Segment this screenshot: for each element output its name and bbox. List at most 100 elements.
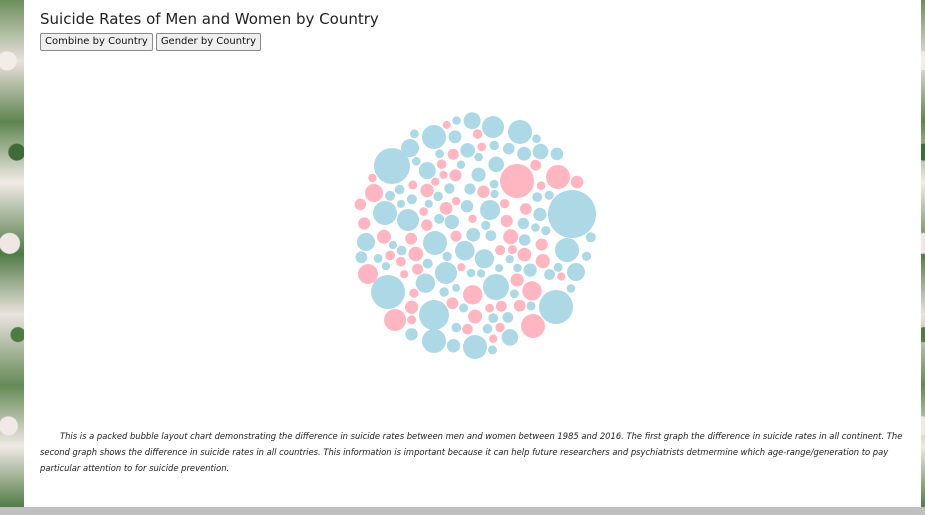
bubble-women[interactable]: [485, 303, 494, 313]
bubble-men[interactable]: [422, 258, 433, 269]
bubble-men[interactable]: [485, 230, 497, 242]
bubble-women[interactable]: [420, 183, 434, 198]
bubble-women[interactable]: [408, 246, 424, 262]
bubble-women[interactable]: [396, 256, 406, 267]
bubble-men[interactable]: [566, 284, 576, 293]
bubble-women[interactable]: [462, 323, 473, 335]
bubble-men[interactable]: [523, 263, 537, 277]
bubble-men[interactable]: [532, 192, 543, 203]
bubble-women[interactable]: [409, 288, 419, 298]
bubble-men[interactable]: [419, 300, 449, 330]
bubble-men[interactable]: [532, 134, 541, 143]
bubble-men[interactable]: [401, 139, 419, 157]
bubble-men[interactable]: [513, 263, 522, 273]
bubble-women[interactable]: [495, 322, 505, 333]
bubble-men[interactable]: [410, 129, 419, 139]
bubble-men[interactable]: [483, 274, 509, 300]
bubble-women[interactable]: [489, 334, 498, 343]
bubble-men[interactable]: [466, 227, 481, 242]
bubble-men[interactable]: [456, 160, 466, 169]
bubble-women[interactable]: [439, 170, 448, 179]
bubble-women[interactable]: [570, 175, 584, 189]
bubble-men[interactable]: [539, 290, 573, 324]
bubble-men[interactable]: [477, 269, 486, 278]
bubble-men[interactable]: [541, 226, 551, 236]
bubble-men[interactable]: [495, 264, 504, 273]
bubble-women[interactable]: [503, 229, 519, 245]
bubble-men[interactable]: [532, 143, 549, 160]
combine-by-country-button[interactable]: Combine by Country: [40, 33, 153, 51]
bubble-men[interactable]: [385, 190, 396, 201]
bubble-women[interactable]: [421, 219, 433, 231]
bubble-men[interactable]: [544, 190, 554, 200]
bubble-women[interactable]: [412, 263, 424, 275]
bubble-women[interactable]: [384, 309, 406, 331]
bubble-men[interactable]: [405, 328, 418, 341]
bubble-men[interactable]: [544, 269, 555, 280]
bubble-women[interactable]: [451, 196, 461, 206]
bubble-men[interactable]: [415, 273, 436, 293]
bubble-women[interactable]: [522, 281, 542, 301]
bubble-men[interactable]: [517, 146, 531, 161]
bubble-men[interactable]: [503, 142, 515, 155]
bubble-women[interactable]: [447, 148, 459, 160]
bubble-men[interactable]: [435, 262, 457, 284]
bubble-women[interactable]: [431, 177, 440, 186]
bubble-women[interactable]: [468, 309, 483, 324]
bubble-men[interactable]: [373, 254, 383, 263]
bubble-men[interactable]: [444, 214, 459, 230]
bubble-men[interactable]: [526, 301, 536, 311]
bubble-men[interactable]: [489, 179, 499, 189]
bubble-men[interactable]: [482, 324, 493, 334]
bubble-women[interactable]: [517, 247, 532, 262]
bubble-men[interactable]: [501, 329, 519, 346]
bubble-men[interactable]: [424, 199, 433, 208]
bubble-men[interactable]: [517, 217, 530, 230]
bubble-women[interactable]: [405, 300, 419, 314]
bubble-women[interactable]: [408, 180, 418, 190]
bubble-women[interactable]: [400, 270, 409, 279]
bubble-men[interactable]: [394, 184, 405, 195]
bubble-men[interactable]: [490, 190, 499, 199]
bubble-men[interactable]: [510, 289, 519, 299]
bubble-men[interactable]: [505, 255, 514, 264]
bubble-men[interactable]: [381, 262, 390, 271]
bubble-women[interactable]: [442, 120, 451, 129]
bubble-men[interactable]: [553, 262, 563, 272]
bubble-women[interactable]: [368, 173, 377, 183]
bubble-women[interactable]: [358, 217, 371, 230]
bubble-women[interactable]: [463, 285, 483, 305]
bubble-men[interactable]: [442, 251, 452, 262]
bubble-men[interactable]: [423, 231, 447, 255]
bubble-women[interactable]: [385, 250, 395, 261]
bubble-men[interactable]: [455, 240, 475, 261]
bubble-women[interactable]: [439, 202, 453, 215]
bubble-men[interactable]: [422, 329, 446, 353]
bubble-men[interactable]: [406, 194, 417, 205]
bubble-women[interactable]: [500, 164, 534, 198]
bubble-women[interactable]: [407, 315, 417, 325]
bubble-women[interactable]: [535, 254, 550, 269]
bubble-women[interactable]: [520, 203, 532, 215]
bubble-men[interactable]: [433, 191, 443, 202]
bubble-men[interactable]: [463, 335, 487, 359]
bubble-men[interactable]: [463, 112, 481, 130]
bubble-women[interactable]: [513, 299, 526, 312]
bubble-men[interactable]: [548, 190, 596, 238]
bubble-men[interactable]: [533, 207, 547, 221]
bubble-women[interactable]: [500, 214, 513, 228]
bubble-women[interactable]: [536, 181, 546, 190]
bubble-men[interactable]: [446, 339, 461, 353]
bubble-men[interactable]: [488, 156, 505, 173]
bubble-men[interactable]: [418, 162, 436, 180]
bubble-men[interactable]: [444, 183, 455, 194]
bubble-men[interactable]: [397, 199, 405, 208]
bubble-men[interactable]: [439, 287, 449, 297]
bubble-men[interactable]: [481, 220, 491, 230]
bubble-men[interactable]: [555, 238, 579, 262]
bubble-women[interactable]: [495, 245, 506, 256]
bubble-men[interactable]: [355, 251, 368, 264]
bubble-men[interactable]: [451, 322, 462, 333]
bubble-women[interactable]: [354, 198, 367, 211]
bubble-men[interactable]: [582, 251, 592, 261]
